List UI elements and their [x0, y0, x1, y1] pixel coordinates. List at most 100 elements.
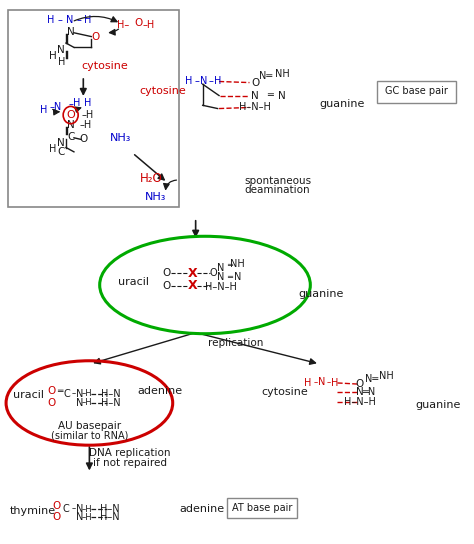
Text: deamination: deamination: [245, 186, 310, 195]
Text: guanine: guanine: [299, 289, 344, 299]
Text: O: O: [251, 78, 259, 88]
Text: AU basepair: AU basepair: [58, 421, 121, 431]
Text: ═: ═: [268, 90, 273, 101]
Text: N: N: [319, 377, 326, 387]
Text: C: C: [63, 504, 69, 514]
Text: N: N: [356, 387, 364, 397]
Text: N: N: [278, 90, 286, 101]
Text: O: O: [66, 110, 75, 120]
Text: N: N: [67, 120, 74, 130]
Text: NH: NH: [379, 371, 393, 381]
Text: H–N–H: H–N–H: [239, 102, 271, 113]
Text: –: –: [209, 77, 213, 86]
Text: –H: –H: [82, 398, 92, 407]
Text: –H: –H: [82, 110, 94, 120]
Text: O: O: [162, 281, 170, 290]
Text: N: N: [234, 273, 241, 282]
Text: H: H: [58, 57, 65, 67]
Text: –: –: [68, 99, 73, 109]
Text: AT base pair: AT base pair: [232, 503, 292, 513]
Text: H–N: H–N: [100, 512, 120, 522]
Text: N: N: [76, 389, 84, 399]
Text: adenine: adenine: [137, 386, 182, 396]
Text: H–N: H–N: [100, 389, 120, 399]
Text: H–N–H: H–N–H: [344, 397, 375, 407]
Text: –N: –N: [49, 102, 61, 112]
Text: –: –: [76, 15, 81, 26]
Text: –: –: [72, 504, 76, 514]
Text: uracil: uracil: [13, 391, 44, 400]
Text: H: H: [84, 15, 91, 26]
Text: N═: N═: [259, 71, 273, 81]
FancyBboxPatch shape: [228, 498, 297, 518]
Text: N: N: [67, 27, 74, 36]
Text: NH: NH: [275, 69, 290, 79]
Text: O: O: [53, 512, 61, 522]
Text: H: H: [185, 77, 192, 86]
Text: H–: H–: [117, 20, 129, 30]
Text: C: C: [67, 132, 74, 141]
Text: ═: ═: [228, 273, 232, 282]
Text: if not repaired: if not repaired: [93, 458, 167, 467]
Text: O: O: [162, 268, 170, 278]
Text: GC base pair: GC base pair: [385, 86, 448, 96]
Text: spontaneous: spontaneous: [244, 176, 311, 186]
Text: N: N: [76, 504, 84, 514]
Text: ═N: ═N: [362, 387, 375, 397]
Text: cytosine: cytosine: [139, 86, 186, 96]
Text: –: –: [195, 77, 200, 86]
Text: N: N: [76, 512, 84, 522]
Text: O: O: [79, 134, 87, 144]
FancyBboxPatch shape: [377, 81, 456, 103]
Text: H: H: [49, 51, 57, 60]
Text: N: N: [76, 398, 84, 408]
Text: N═: N═: [365, 374, 378, 384]
Text: adenine: adenine: [179, 504, 224, 514]
Text: –H: –H: [80, 120, 92, 130]
Text: C: C: [64, 389, 70, 399]
Text: cytosine: cytosine: [261, 387, 308, 397]
Text: –: –: [57, 15, 63, 26]
Text: O: O: [91, 32, 99, 41]
Text: X: X: [188, 279, 197, 292]
Text: O: O: [134, 18, 142, 28]
Text: –: –: [314, 379, 318, 387]
Text: ═: ═: [228, 261, 232, 270]
Text: ═: ═: [57, 387, 63, 395]
Text: N: N: [217, 273, 224, 282]
Text: NH₃: NH₃: [110, 133, 131, 143]
Text: –H: –H: [82, 390, 92, 398]
Text: –: –: [72, 390, 76, 398]
Text: N: N: [57, 138, 65, 148]
Text: H–N: H–N: [100, 398, 120, 408]
Text: O: O: [53, 501, 61, 511]
Text: N: N: [200, 77, 207, 86]
Text: N: N: [251, 90, 259, 101]
Text: –H: –H: [82, 504, 92, 514]
Text: H₂O: H₂O: [140, 172, 163, 186]
Text: cytosine: cytosine: [81, 61, 128, 71]
FancyBboxPatch shape: [9, 9, 179, 207]
Text: N: N: [217, 263, 224, 273]
Text: H–N–H: H–N–H: [204, 282, 237, 292]
Text: NH: NH: [230, 259, 245, 269]
Text: N: N: [65, 15, 73, 26]
Text: NH₃: NH₃: [145, 193, 166, 202]
Text: H–N: H–N: [100, 504, 120, 514]
Text: –H: –H: [82, 512, 92, 522]
Text: O: O: [209, 268, 217, 278]
Text: replication: replication: [208, 338, 263, 349]
Text: H: H: [47, 15, 54, 26]
Text: thymine: thymine: [10, 506, 56, 516]
Text: H: H: [40, 104, 47, 115]
Text: O: O: [48, 398, 56, 408]
Text: H: H: [331, 378, 339, 388]
Text: N: N: [57, 45, 65, 55]
Text: H: H: [304, 378, 312, 388]
Text: H: H: [73, 98, 80, 108]
Text: –: –: [327, 379, 331, 387]
Text: uracil: uracil: [118, 277, 149, 287]
Text: –H: –H: [143, 20, 155, 30]
Text: H: H: [84, 98, 91, 108]
Text: X: X: [188, 267, 197, 280]
